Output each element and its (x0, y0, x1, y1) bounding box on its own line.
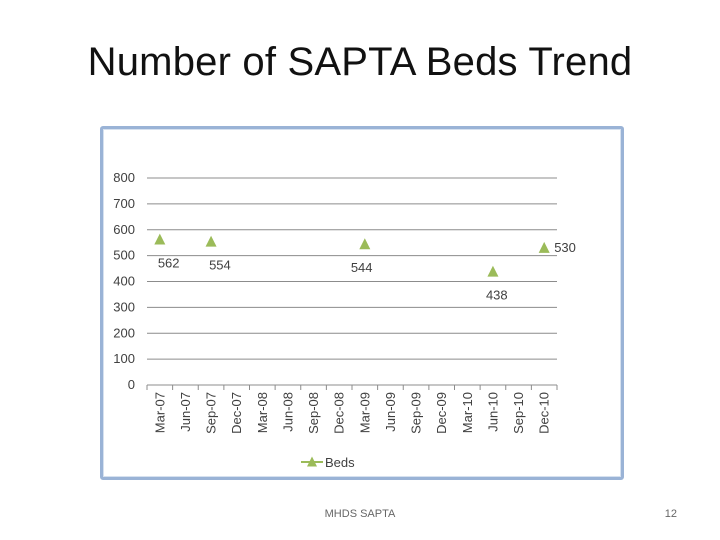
x-tick-label: Jun-10 (485, 392, 500, 432)
data-label: 544 (351, 260, 373, 275)
x-tick-label: Mar-07 (152, 392, 167, 433)
data-point-marker (205, 235, 217, 247)
data-label: 562 (158, 256, 180, 271)
data-label: 530 (554, 240, 576, 255)
data-label: 554 (209, 258, 231, 273)
x-tick-label: Sep-07 (204, 392, 219, 434)
gridlines (147, 177, 557, 360)
x-tick-label: Sep-08 (306, 392, 321, 434)
x-tick-label: Sep-09 (409, 392, 424, 434)
y-tick-label: 400 (113, 274, 135, 289)
y-tick-label: 300 (113, 299, 135, 314)
chart-container: 0 100 200 300 400 500 600 700 800 Mar-07 Jun-07 Se… (100, 126, 624, 480)
footer-text: MHDS SAPTA (324, 508, 396, 520)
x-tick-label: Mar-09 (357, 392, 372, 433)
page-number: 12 (664, 508, 677, 520)
x-tick-label: Dec-07 (229, 392, 244, 434)
x-tick-label: Sep-10 (511, 392, 526, 434)
data-label: 438 (486, 288, 508, 303)
x-tick-label: Jun-07 (178, 392, 193, 432)
y-tick-label: 200 (113, 325, 135, 340)
y-axis: 0 100 200 300 400 500 600 700 800 (113, 170, 135, 392)
y-tick-label: 100 (113, 351, 135, 366)
chart-legend: Beds (301, 455, 355, 470)
x-tick-label: Mar-10 (460, 392, 475, 433)
legend-label: Beds (325, 455, 355, 470)
data-point-marker (538, 241, 550, 253)
y-tick-label: 500 (113, 248, 135, 263)
x-tick-label: Dec-09 (434, 392, 449, 434)
data-point-marker (487, 265, 499, 277)
y-tick-label: 700 (113, 196, 135, 211)
scatter-chart: 0 100 200 300 400 500 600 700 800 Mar-07 Jun-07 Se… (113, 170, 576, 470)
data-point-marker (359, 238, 371, 250)
y-tick-label: 0 (128, 377, 135, 392)
x-tick-label: Mar-08 (255, 392, 270, 433)
x-tick-label: Dec-08 (332, 392, 347, 434)
slide-title: Number of SAPTA Beds Trend (87, 40, 633, 84)
y-tick-label: 600 (113, 222, 135, 237)
legend-marker-icon (307, 456, 317, 467)
x-tick-label: Jun-08 (280, 392, 295, 432)
x-tick-label: Dec-10 (537, 392, 552, 434)
data-point-marker (154, 233, 166, 245)
x-axis: Mar-07 Jun-07 Sep-07 Dec-07 Mar-08 Jun-08 Sep-… (146, 384, 558, 434)
y-tick-label: 800 (113, 170, 135, 185)
x-tick-label: Jun-09 (383, 392, 398, 432)
data-series-beds: 562 554 544 438 530 (154, 233, 576, 303)
